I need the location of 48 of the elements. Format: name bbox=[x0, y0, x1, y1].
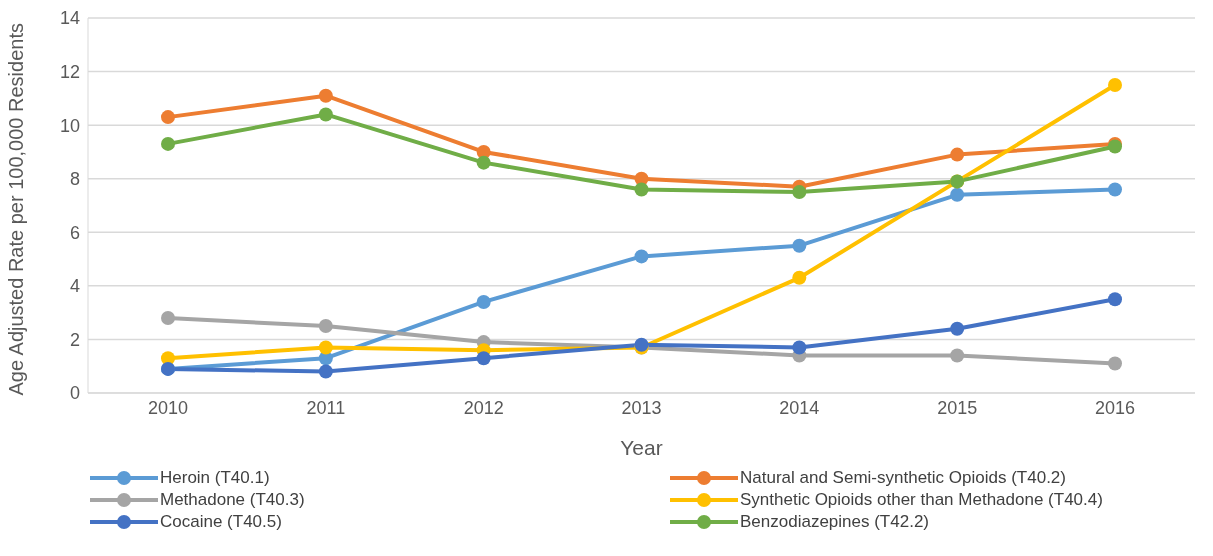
x-tick-label: 2012 bbox=[463, 397, 504, 418]
legend-label: Natural and Semi-synthetic Opioids (T40.2) bbox=[740, 468, 1066, 488]
legend-label: Heroin (T40.1) bbox=[160, 468, 270, 488]
y-tick-label: 6 bbox=[69, 222, 80, 243]
y-tick-label: 12 bbox=[59, 61, 80, 82]
point bbox=[161, 110, 175, 125]
y-axis-title: Age Adjusted Rate per 100,000 Residents bbox=[5, 23, 28, 396]
point bbox=[161, 311, 175, 325]
point bbox=[792, 340, 807, 355]
point bbox=[318, 88, 333, 103]
point bbox=[950, 321, 965, 336]
point bbox=[476, 351, 491, 366]
point bbox=[950, 147, 965, 162]
legend-label: Synthetic Opioids other than Methadone (T40.4) bbox=[740, 490, 1103, 510]
x-axis-title: Year bbox=[620, 436, 663, 459]
point bbox=[950, 187, 965, 202]
point bbox=[318, 340, 333, 355]
point bbox=[161, 136, 175, 151]
y-tick-label: 4 bbox=[69, 276, 80, 297]
point bbox=[792, 270, 807, 285]
point bbox=[318, 107, 333, 122]
point bbox=[634, 182, 649, 197]
point bbox=[792, 238, 807, 253]
y-tick-label: 10 bbox=[59, 115, 80, 136]
y-tick-label: 2 bbox=[69, 329, 80, 350]
x-tick-label: 2014 bbox=[779, 397, 820, 418]
legend-label: Methadone (T40.3) bbox=[160, 490, 305, 510]
point bbox=[792, 185, 807, 200]
point bbox=[1108, 356, 1122, 371]
y-tick-label: 0 bbox=[69, 383, 80, 404]
point bbox=[950, 348, 965, 363]
point bbox=[318, 319, 333, 334]
x-tick-label: 2011 bbox=[306, 397, 346, 418]
point bbox=[1108, 182, 1122, 197]
point bbox=[1108, 292, 1122, 307]
x-tick-label: 2016 bbox=[1094, 397, 1136, 418]
point bbox=[476, 155, 491, 170]
x-tick-label: 2013 bbox=[621, 397, 662, 418]
y-tick-label: 14 bbox=[59, 8, 80, 29]
y-tick-label: 8 bbox=[69, 169, 80, 190]
point bbox=[1108, 77, 1122, 92]
x-tick-label: 2015 bbox=[937, 397, 978, 418]
point bbox=[476, 294, 491, 309]
point bbox=[318, 364, 333, 379]
legend-label: Cocaine (T40.5) bbox=[160, 512, 282, 532]
point bbox=[634, 249, 649, 264]
x-tick-label: 2010 bbox=[147, 397, 189, 418]
legend-label: Benzodiazepines (T42.2) bbox=[740, 512, 930, 532]
